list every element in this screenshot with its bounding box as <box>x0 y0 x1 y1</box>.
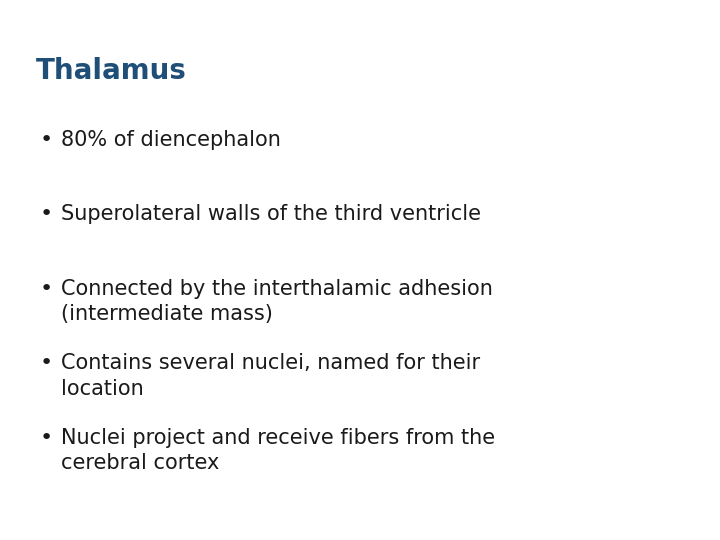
Text: •: • <box>40 353 53 373</box>
Text: Thalamus: Thalamus <box>36 57 187 85</box>
Text: 80% of diencephalon: 80% of diencephalon <box>61 130 281 150</box>
Text: •: • <box>40 130 53 150</box>
Text: •: • <box>40 279 53 299</box>
Text: Nuclei project and receive fibers from the
cerebral cortex: Nuclei project and receive fibers from t… <box>61 428 495 473</box>
Text: •: • <box>40 428 53 448</box>
Text: Contains several nuclei, named for their
location: Contains several nuclei, named for their… <box>61 353 480 399</box>
Text: Connected by the interthalamic adhesion
(intermediate mass): Connected by the interthalamic adhesion … <box>61 279 493 324</box>
Text: •: • <box>40 204 53 224</box>
Text: Superolateral walls of the third ventricle: Superolateral walls of the third ventric… <box>61 204 481 224</box>
